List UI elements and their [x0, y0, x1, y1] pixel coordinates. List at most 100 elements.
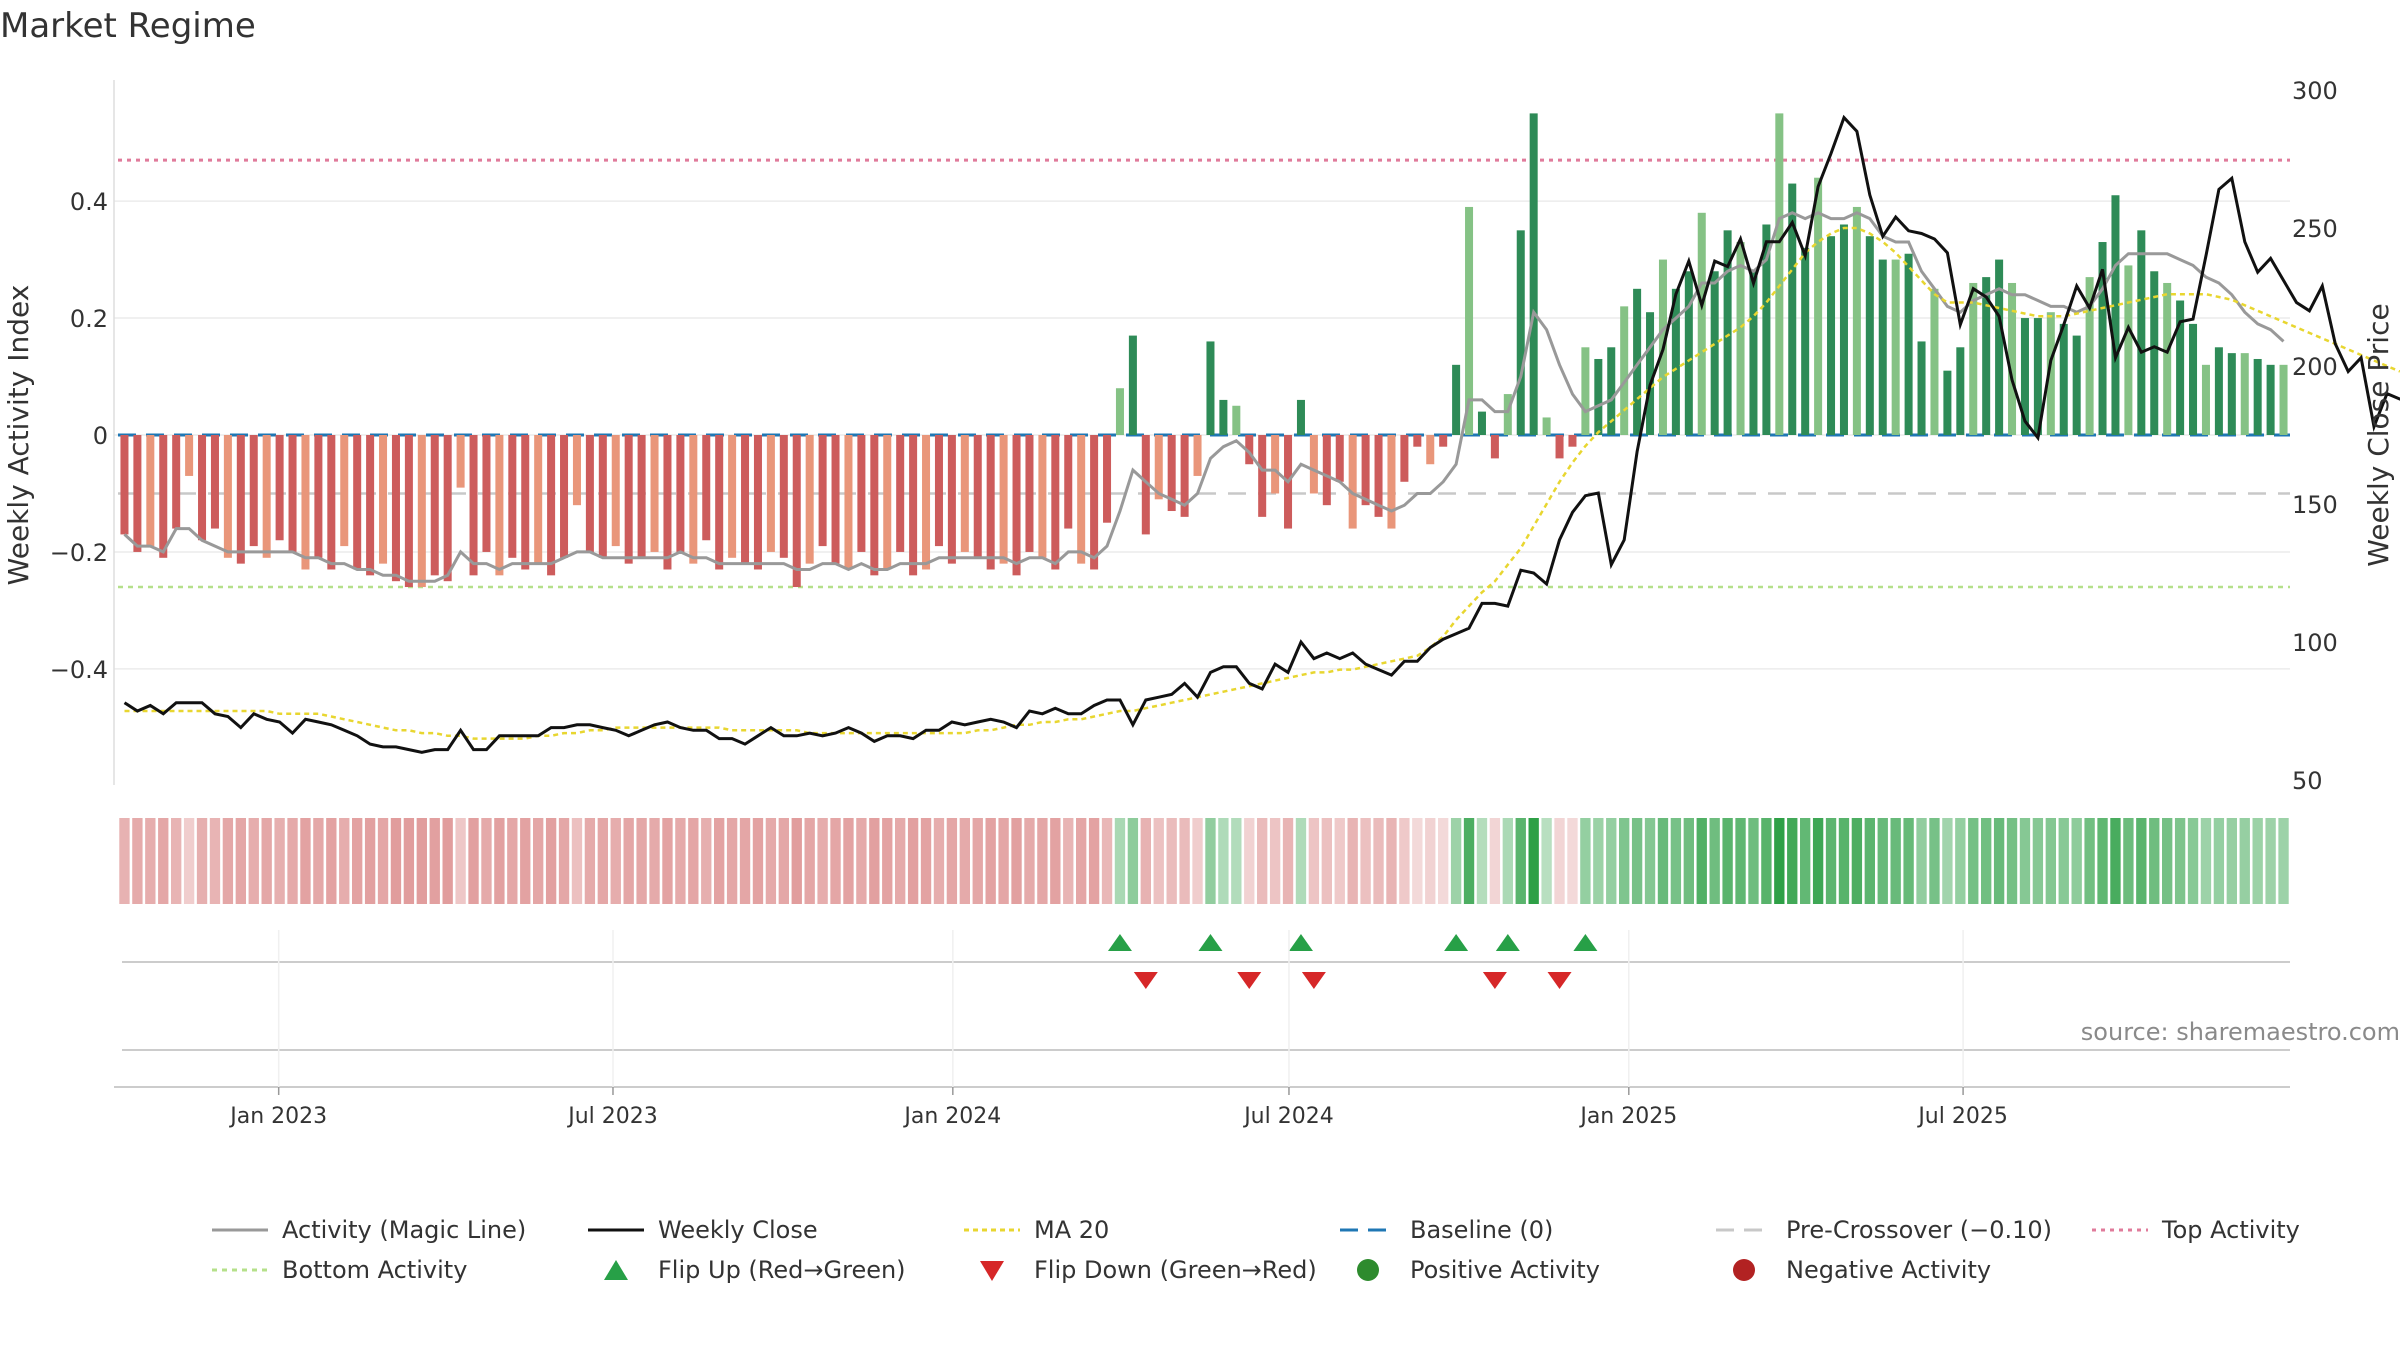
activity-bar	[1697, 212, 1706, 435]
activity-bar	[1361, 435, 1370, 506]
regime-strip-cell	[843, 818, 854, 904]
activity-bar	[1180, 435, 1189, 517]
legend-label: Weekly Close	[658, 1216, 818, 1244]
regime-strip-cell	[1153, 818, 1164, 904]
activity-bar	[120, 435, 129, 535]
regime-strip-cell	[261, 818, 272, 904]
legend-item-pos: Positive Activity	[1338, 1255, 1714, 1285]
legend-label: Activity (Magic Line)	[282, 1216, 527, 1244]
flip-down-marker	[1547, 972, 1572, 989]
activity-bar	[2214, 347, 2223, 435]
activity-bar	[1309, 435, 1318, 494]
regime-strip-cell	[2265, 818, 2276, 904]
regime-strip-cell	[933, 818, 945, 904]
y-left-tick-label: −0.2	[50, 539, 108, 567]
activity-bar	[547, 435, 556, 576]
activity-bar	[146, 435, 155, 547]
regime-strip-cell	[248, 818, 259, 904]
regime-strip-cell	[1942, 818, 1953, 904]
activity-bar	[857, 435, 866, 552]
activity-bar	[2227, 353, 2236, 435]
activity-bar	[249, 435, 258, 547]
activity-bar	[1064, 435, 1073, 529]
regime-strip-cell	[972, 818, 983, 904]
regime-strip-cell	[2278, 818, 2289, 904]
regime-strip-cell	[313, 818, 324, 904]
regime-strip-cell	[2226, 818, 2237, 904]
activity-bar	[2072, 335, 2081, 435]
activity-bar	[1723, 230, 1732, 435]
regime-strip-cell	[1114, 818, 1126, 904]
activity-bar	[236, 435, 245, 564]
regime-strip-cell	[1037, 818, 1048, 904]
regime-strip-cell	[1140, 818, 1151, 904]
regime-strip-cell	[158, 818, 169, 904]
series-lines	[123, 114, 2400, 754]
regime-strip-cell	[701, 818, 712, 904]
activity-bar	[1452, 364, 1461, 435]
magic-line	[123, 211, 2285, 583]
activity-bar	[275, 435, 284, 541]
legend-label: Bottom Activity	[282, 1256, 468, 1284]
activity-bar	[624, 435, 633, 564]
regime-strip-cell	[1800, 818, 1811, 904]
regime-strip-cell	[1425, 818, 1436, 904]
activity-bar	[1943, 370, 1952, 435]
regime-strip-cell	[597, 818, 608, 904]
regime-strip-cell	[2174, 818, 2186, 904]
regime-strip-cell	[235, 818, 246, 904]
legend-item-flipdown: Flip Down (Green→Red)	[962, 1255, 1338, 1285]
activity-bar	[223, 435, 232, 558]
regime-strip-cell	[1851, 818, 1863, 904]
regime-strip-cell	[1968, 818, 1979, 904]
activity-bar	[417, 435, 426, 588]
activity-bar	[1400, 435, 1409, 482]
regime-strip-cell	[1916, 818, 1927, 904]
legend-item-precross: Pre-Crossover (−0.10)	[1714, 1215, 2090, 1245]
activity-bar	[198, 435, 207, 541]
activity-bar	[1296, 399, 1305, 435]
y-right-tick-label: 250	[2292, 215, 2338, 243]
activity-bar	[2098, 242, 2107, 435]
legend-label: Positive Activity	[1410, 1256, 1600, 1284]
activity-bar	[340, 435, 349, 547]
activity-bar	[1012, 435, 1021, 576]
activity-bar	[404, 435, 413, 588]
regime-strip-cell	[1205, 818, 1216, 904]
regime-strip-cell	[946, 818, 958, 904]
regime-strip-cell	[1321, 818, 1332, 904]
regime-strip-cell	[1386, 818, 1397, 904]
x-tick-label: Jul 2023	[566, 1104, 658, 1129]
activity-bar	[1568, 435, 1577, 447]
regime-strip-cell	[183, 818, 195, 904]
activity-bar	[1090, 435, 1099, 570]
activity-bar	[2176, 300, 2185, 435]
chart-title: Market Regime	[0, 6, 256, 46]
regime-strip-cell	[119, 818, 130, 904]
activity-bar	[1335, 435, 1344, 482]
regime-strip-cell	[1838, 818, 1850, 904]
activity-bar	[443, 435, 452, 582]
legend-item-ma20: MA 20	[962, 1215, 1338, 1245]
activity-bar	[1801, 247, 1810, 435]
regime-strip-cell	[817, 818, 828, 904]
activity-bar	[766, 435, 775, 552]
activity-bar	[1529, 113, 1538, 435]
legend-label: Top Activity	[2162, 1216, 2300, 1244]
y-right-tick-label: 200	[2292, 353, 2338, 381]
activity-bar	[1141, 435, 1150, 535]
regime-strip-cell	[1489, 818, 1501, 904]
activity-bar	[1995, 259, 2004, 435]
flip-down-marker	[1482, 972, 1507, 989]
activity-bar	[262, 435, 271, 558]
regime-strip-cell	[714, 818, 725, 904]
regime-strip-cell	[959, 818, 970, 904]
y-left-axis-label: Weekly Activity Index	[2, 285, 35, 586]
activity-bar	[495, 435, 504, 576]
regime-strip-cell	[494, 818, 505, 904]
regime-strip-cell	[1360, 818, 1371, 904]
activity-bar	[1128, 335, 1137, 435]
activity-bar	[1607, 347, 1616, 435]
activity-bar	[702, 435, 711, 541]
activity-bar	[534, 435, 543, 564]
